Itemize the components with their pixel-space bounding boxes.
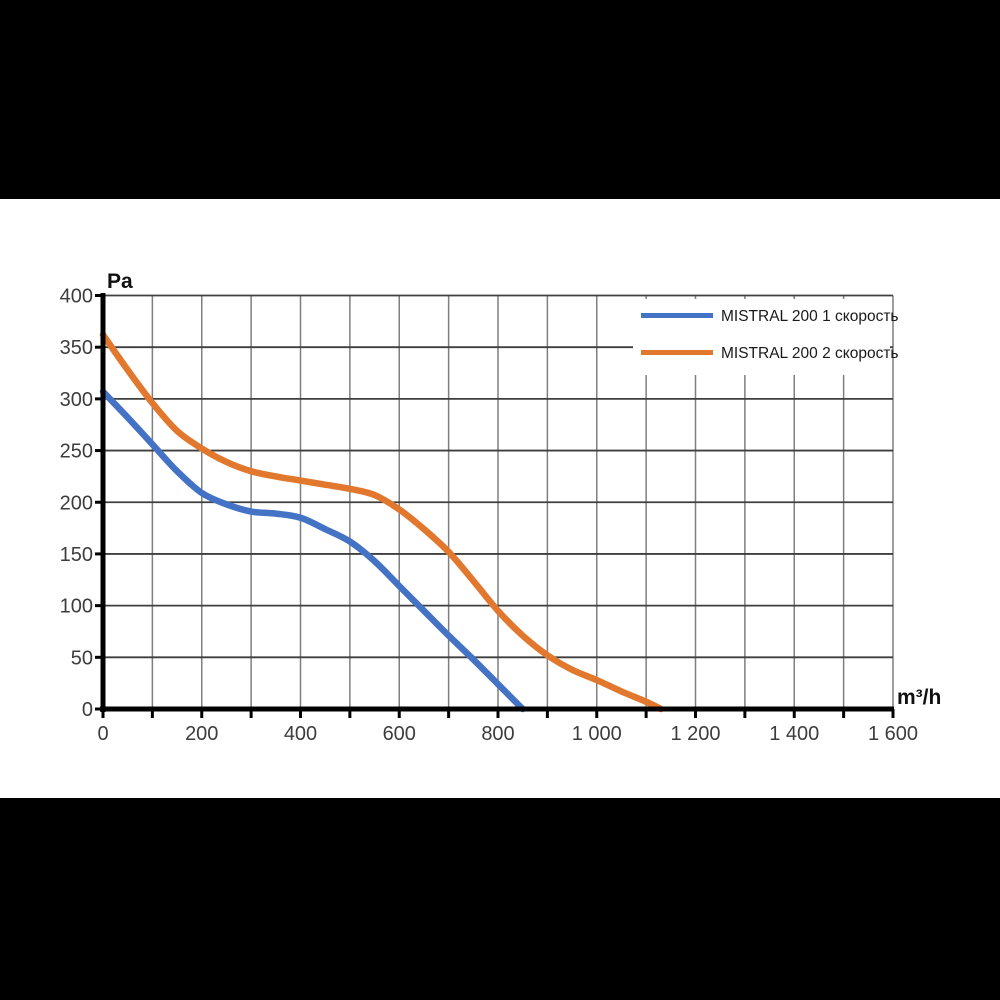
- legend-box: [633, 299, 890, 375]
- x-tick-label: 400: [284, 723, 317, 745]
- x-tick-label: 1 000: [572, 723, 622, 745]
- y-tick-label: 400: [60, 286, 93, 308]
- x-tick-label: 200: [185, 723, 218, 745]
- y-axis-unit-label: Pa: [107, 270, 133, 293]
- y-tick-label: 150: [60, 544, 93, 566]
- y-tick-label: 300: [60, 389, 93, 411]
- y-tick-label: 100: [60, 596, 93, 618]
- series-line-2: [99, 331, 665, 713]
- x-tick-label: 800: [481, 723, 514, 745]
- legend-entry-label: MISTRAL 200 2 скорость: [721, 345, 899, 362]
- y-tick-label: 50: [71, 647, 93, 669]
- x-tick-label: 600: [383, 723, 416, 745]
- x-tick-label: 1 600: [868, 723, 918, 745]
- legend-entry-label: MISTRAL 200 1 скорость: [721, 308, 899, 325]
- y-tick-label: 200: [60, 492, 93, 514]
- x-tick-label: 1 200: [670, 723, 720, 745]
- series-line-1: [99, 388, 526, 713]
- chart-generated-layer: 0 200 400 600 800 1 000 1 200 1 400 1 600 0 50 100 1…: [60, 286, 918, 746]
- fan-performance-chart: 0 200 400 600 800 1 000 1 200 1 400 1 600 0 50 100 1…: [60, 270, 942, 746]
- y-tick-label: 350: [60, 337, 93, 359]
- x-axis-unit-label: m³/h: [897, 686, 941, 709]
- x-tick-label: 0: [97, 723, 108, 745]
- y-tick-label: 0: [82, 699, 93, 721]
- y-tick-label: 250: [60, 441, 93, 463]
- x-tick-label: 1 400: [769, 723, 819, 745]
- chart-canvas: 0 200 400 600 800 1 000 1 200 1 400 1 600 0 50 100 1…: [0, 199, 1000, 798]
